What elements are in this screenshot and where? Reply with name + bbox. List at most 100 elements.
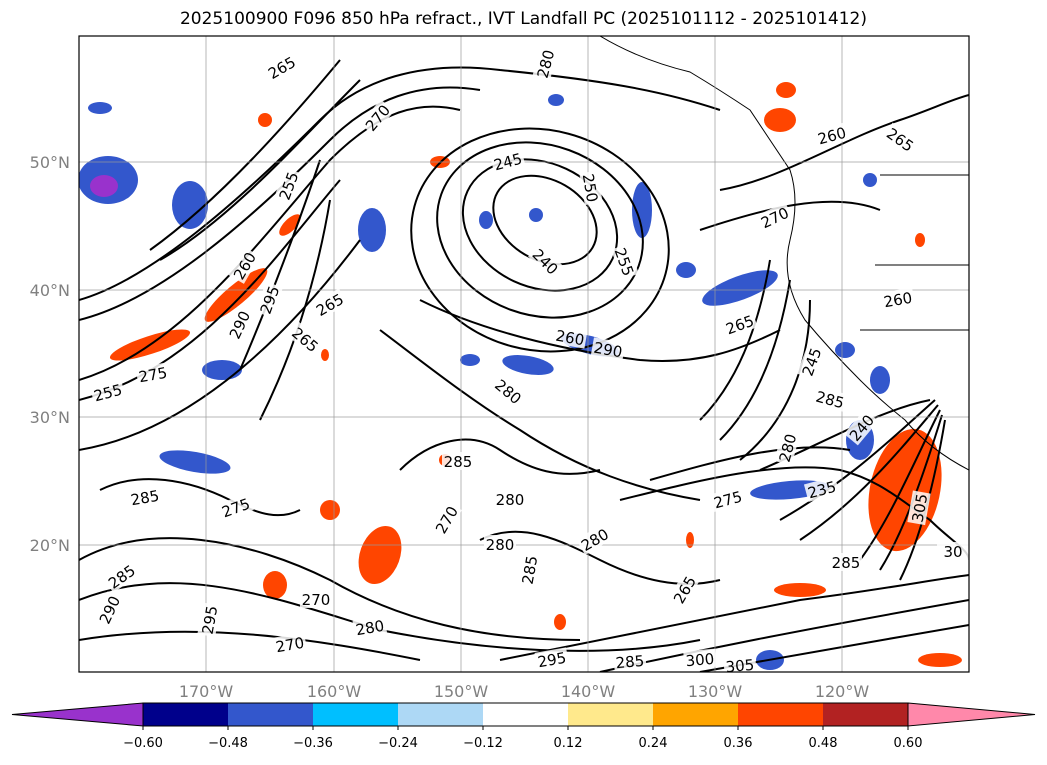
colorbar-segment xyxy=(313,703,398,726)
colorbar-segment xyxy=(653,703,738,726)
contour-label: 295 xyxy=(536,649,567,672)
contour-label: 250 xyxy=(579,172,602,203)
contour-label-bg xyxy=(756,202,793,233)
contour-label-bg xyxy=(127,485,163,509)
contour-label-bg xyxy=(484,535,516,553)
contour-label-bg xyxy=(668,571,700,608)
contour-label-bg xyxy=(489,148,526,174)
colorbar-segment xyxy=(143,703,228,726)
contour-label: 275 xyxy=(137,364,168,387)
contour-label-bg xyxy=(534,647,570,671)
contour-label: 260 xyxy=(554,327,585,350)
contour-label: 30 xyxy=(943,543,962,561)
contour-label: 305 xyxy=(909,492,932,523)
contour-label-bg xyxy=(300,590,332,608)
lon-tick-label: 130°W xyxy=(688,682,743,701)
contour-label-bg xyxy=(579,170,603,206)
contour-label-bg xyxy=(263,51,300,83)
contour-label-bg xyxy=(442,452,474,470)
lat-tick-label: 20°N xyxy=(30,536,70,555)
contour-label-bg xyxy=(882,122,919,156)
contour-label-bg xyxy=(683,648,717,670)
contour-label-bg xyxy=(937,542,969,560)
colorbar-segment xyxy=(398,703,483,726)
colorbar-tick-label: −0.24 xyxy=(378,736,418,751)
colorbar-extend-low xyxy=(11,702,144,727)
contour-label-bg xyxy=(517,552,541,588)
contour-label-bg xyxy=(552,325,588,349)
colorbar-tick-label: 0.24 xyxy=(639,736,668,751)
colorbar-tick-label: −0.48 xyxy=(208,736,248,751)
contour-label: 280 xyxy=(354,617,385,640)
lat-tick-label: 50°N xyxy=(30,153,70,172)
contour-label: 285 xyxy=(832,554,861,572)
contour-label-bg xyxy=(94,591,125,628)
lon-tick-label: 170°W xyxy=(179,682,234,701)
contour-label-bg xyxy=(311,288,348,320)
contour-label-bg xyxy=(797,343,825,380)
colorbar-tick-label: −0.12 xyxy=(463,736,503,751)
lon-tick-label: 150°W xyxy=(434,682,489,701)
colorbar-outline xyxy=(142,702,909,727)
colorbar-extend-high xyxy=(907,702,1036,727)
colorbar-tick-label: 0.48 xyxy=(809,736,838,751)
contour-label-bg xyxy=(224,306,255,343)
contour-label: 290 xyxy=(592,339,623,362)
plot-frame xyxy=(78,35,970,673)
colorbar-segment xyxy=(738,703,823,726)
contour-label-bg xyxy=(709,486,746,512)
latitude-labels: 50°N 40°N 30°N 20°N xyxy=(30,153,70,555)
contour-label: 285 xyxy=(615,652,645,672)
contour-label-bg xyxy=(907,490,931,526)
contour-label: 295 xyxy=(199,604,222,635)
contour-label-bg xyxy=(287,322,324,357)
contour-label-bg xyxy=(135,362,171,386)
colorbar-tick-label: 0.12 xyxy=(554,736,583,751)
contour-label-bg xyxy=(255,281,283,318)
map-title: 2025100900 F096 850 hPa refract., IVT La… xyxy=(179,9,867,29)
colorbar-segment xyxy=(483,703,568,726)
longitude-labels: 170°W 160°W 150°W 140°W 130°W 120°W xyxy=(179,682,870,701)
contour-label: 285 xyxy=(129,487,160,510)
contour-label: 280 xyxy=(486,536,515,554)
contour-label-bg xyxy=(774,429,800,466)
lat-tick-label: 30°N xyxy=(30,408,70,427)
contour-label-bg xyxy=(532,45,558,82)
lon-tick-label: 120°W xyxy=(815,682,870,701)
contour-label-bg xyxy=(613,650,647,672)
graticule xyxy=(79,36,969,672)
contour-label-bg xyxy=(880,287,916,311)
contour-label-bg xyxy=(611,243,639,280)
contour-label-bg xyxy=(494,490,526,508)
contour-label-bg xyxy=(89,379,126,405)
colorbar-tick-label: 0.60 xyxy=(894,736,923,751)
contour-label-bg xyxy=(528,243,564,279)
contour-label-bg xyxy=(217,493,254,521)
contour-label: 285 xyxy=(444,453,473,471)
colorbar-segment xyxy=(823,703,908,726)
colorbar-tick-label: −0.60 xyxy=(123,736,163,751)
coastline xyxy=(599,36,969,471)
contour-label-bg xyxy=(812,386,849,412)
contour-label-bg xyxy=(228,247,260,284)
contour-label-bg xyxy=(721,310,758,338)
lon-tick-label: 160°W xyxy=(307,682,362,701)
contour-label: 270 xyxy=(302,591,331,609)
colorbar: −0.60 −0.48 −0.36 −0.24 −0.12 0.12 0.24 0.36 0.4… xyxy=(11,702,1036,751)
colorbar-tick-label: −0.36 xyxy=(293,736,333,751)
contour-label-bg xyxy=(360,99,395,136)
contour-label-bg xyxy=(490,374,527,409)
colorbar-segment xyxy=(228,703,313,726)
contour-label: 260 xyxy=(882,289,913,312)
contour-label: 300 xyxy=(685,650,715,670)
colorbar-tick-label: 0.36 xyxy=(724,736,753,751)
contour-label-bg xyxy=(590,337,626,361)
contour-label-bg xyxy=(723,654,757,672)
lon-tick-label: 140°W xyxy=(561,682,616,701)
contour-label: 305 xyxy=(725,656,755,676)
contour-label-bg xyxy=(576,523,613,555)
contour-label-bg xyxy=(103,559,140,593)
